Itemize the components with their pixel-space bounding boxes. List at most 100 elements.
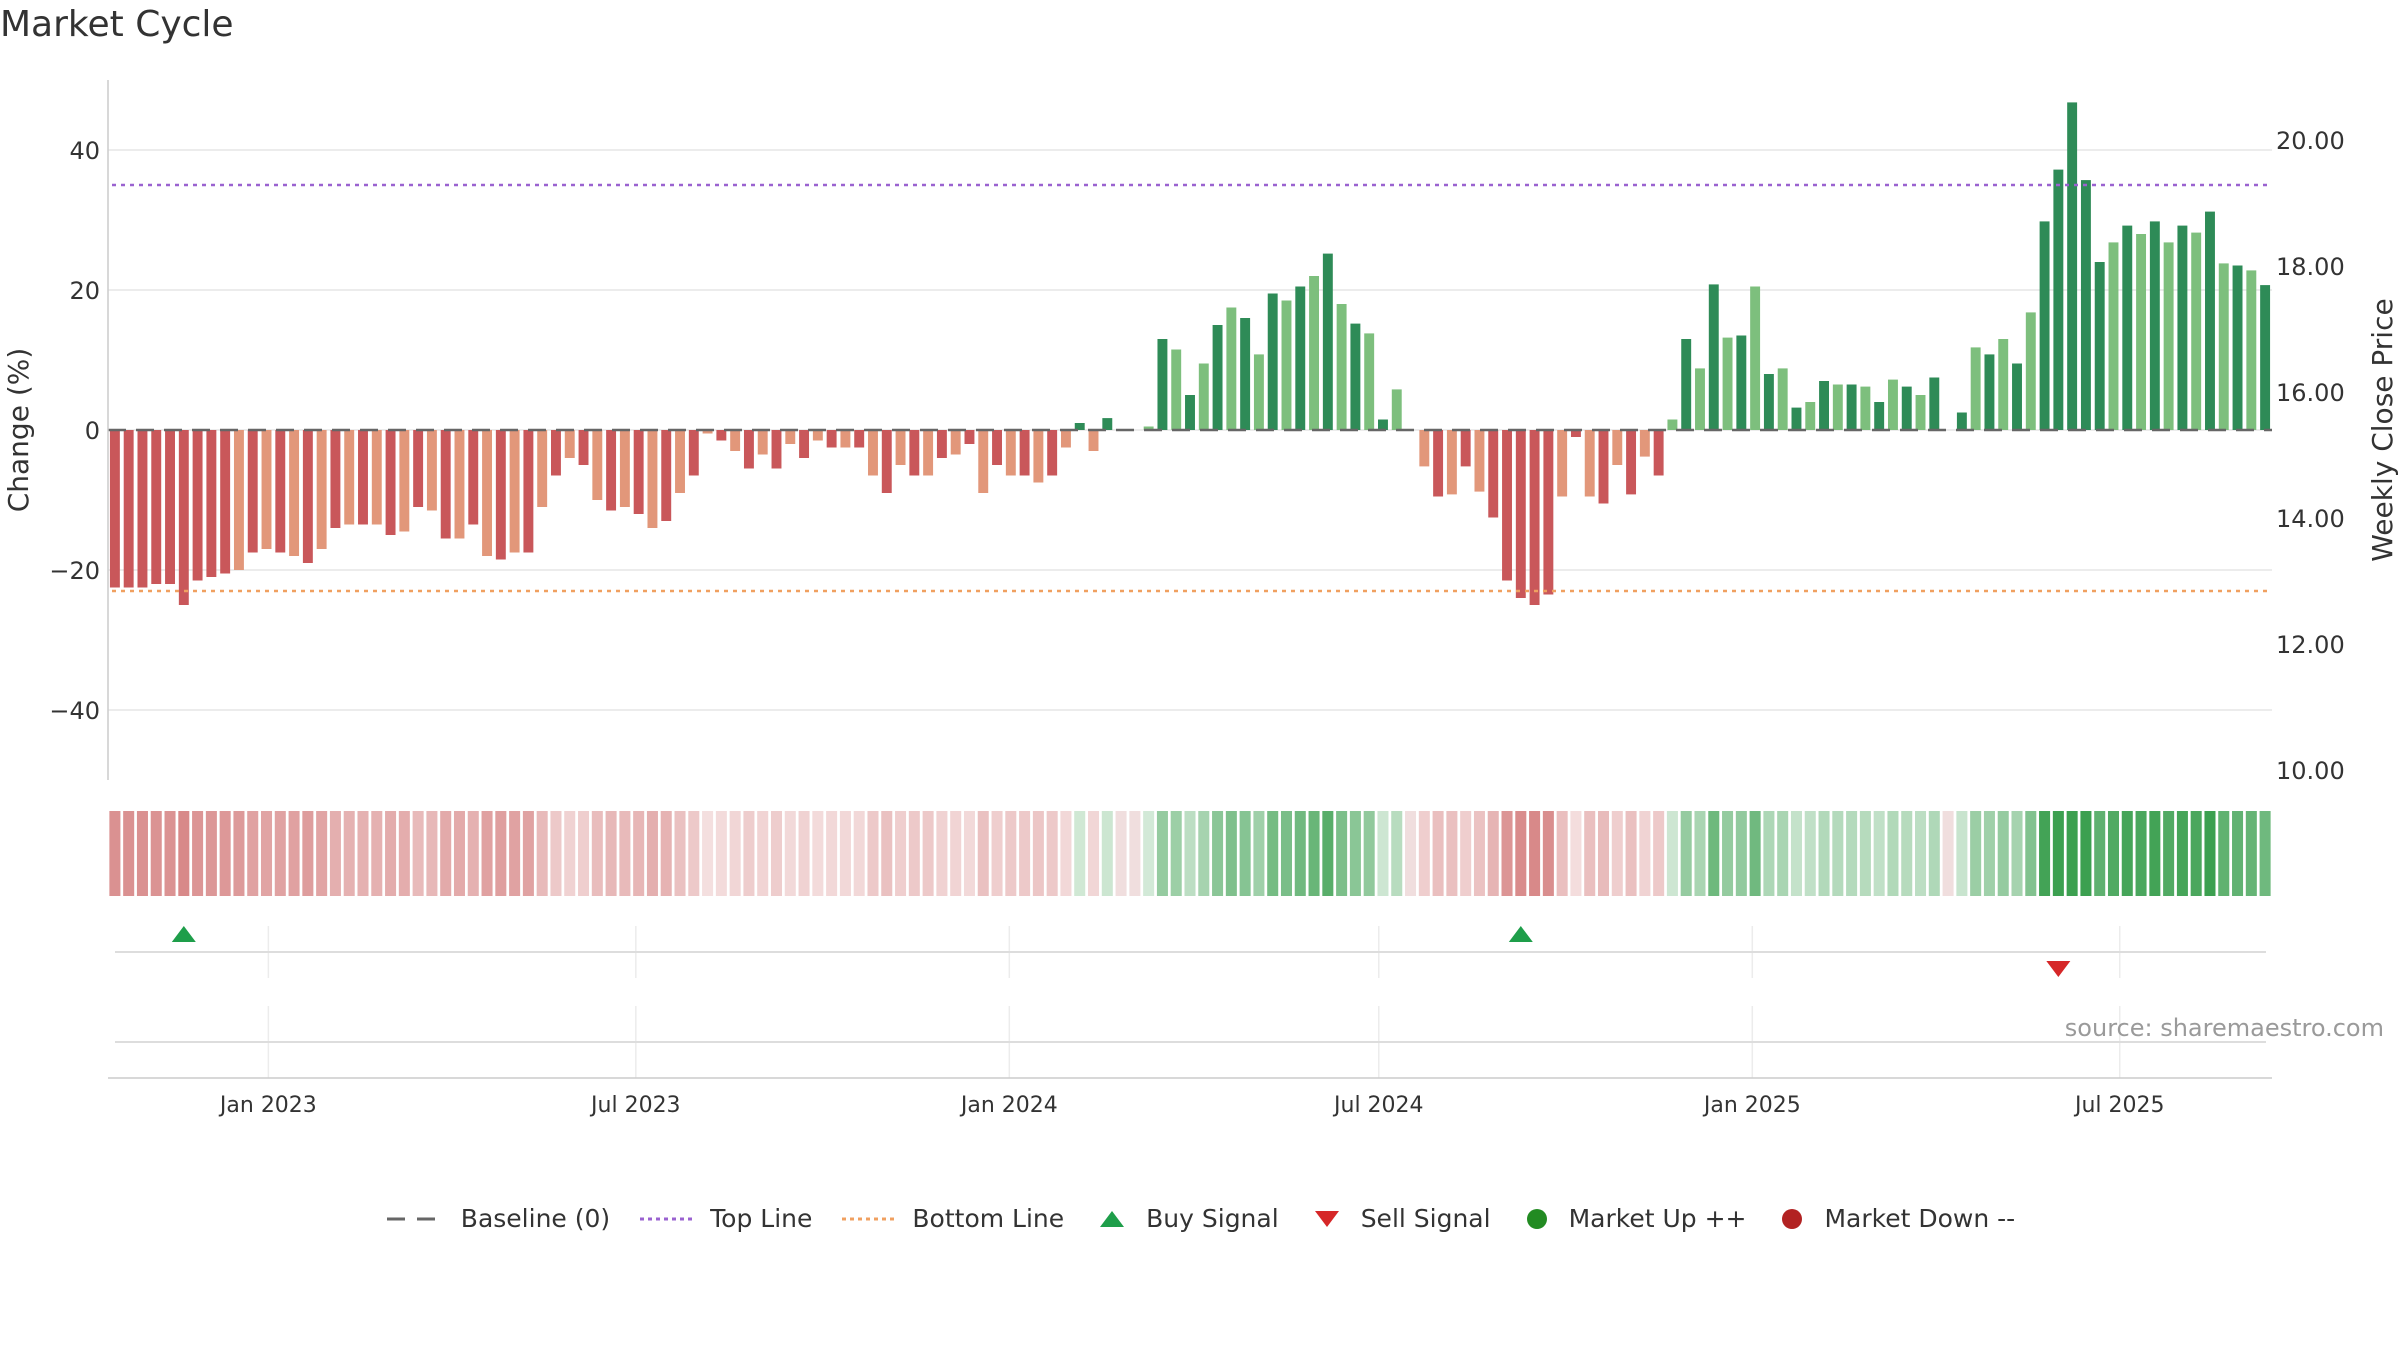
strip-cell	[1749, 811, 1761, 896]
strip-cell	[950, 811, 962, 896]
strip-cell	[881, 811, 893, 896]
strip-cell	[1818, 811, 1830, 896]
strip-cell	[2149, 811, 2161, 896]
bar	[1240, 318, 1251, 430]
strip-cell	[247, 811, 259, 896]
strip-cell	[2204, 811, 2216, 896]
bar	[1460, 430, 1471, 467]
strip-cell	[2218, 811, 2230, 896]
bar	[2163, 242, 2174, 430]
bar	[1474, 430, 1485, 492]
strip-cell	[1653, 811, 1665, 896]
bar	[1887, 379, 1898, 430]
bar	[1915, 395, 1926, 430]
bar	[1970, 347, 1981, 430]
bar	[537, 430, 548, 507]
strip-cell	[1639, 811, 1651, 896]
strip-cell	[578, 811, 590, 896]
strip-cell	[357, 811, 369, 896]
source-credit: source: sharemaestro.com	[2064, 1014, 2384, 1042]
bar	[2205, 211, 2215, 430]
signal-markers	[171, 926, 2071, 977]
bar	[1929, 377, 1940, 430]
strip-cell	[1956, 811, 1968, 896]
strip-cell	[922, 811, 934, 896]
strip-cell	[495, 811, 507, 896]
strip-cell	[646, 811, 658, 896]
bar	[1956, 412, 1967, 430]
strip-cell	[1377, 811, 1389, 896]
axes: 40 20 0 −20 −40 20.00 18.00 16.00 14.00 12.00 10.0…	[2, 80, 2399, 1118]
market-cycle-chart: 40 20 0 −20 −40 20.00 18.00 16.00 14.00 12.00 10.0…	[2, 80, 2399, 1118]
bar	[1378, 419, 1388, 430]
legend-item: Buy Signal	[1092, 1204, 1279, 1233]
legend-label: Bottom Line	[912, 1204, 1065, 1233]
circle-red-icon	[1774, 1207, 1824, 1231]
legend-label: Market Up ++	[1568, 1204, 1747, 1233]
bar	[1102, 418, 1113, 430]
strip-cell	[1253, 811, 1265, 896]
bar	[1805, 402, 1816, 430]
bar	[1212, 325, 1223, 430]
strip-cell	[1735, 811, 1747, 896]
bar	[2039, 221, 2050, 430]
bar	[564, 430, 575, 458]
y-axis-title: Change (%)	[2, 348, 35, 513]
bar	[289, 430, 300, 556]
bar	[1419, 430, 1430, 467]
bar	[771, 430, 782, 469]
bar	[2232, 265, 2243, 430]
strip-cell	[963, 811, 975, 896]
strip-cell	[343, 811, 355, 896]
strip-cell	[371, 811, 383, 896]
strip-cell	[1170, 811, 1182, 896]
strip-cell	[1446, 811, 1458, 896]
bar	[2094, 262, 2105, 430]
strip-cell	[219, 811, 231, 896]
strip-cell	[1625, 811, 1637, 896]
strip-cell	[481, 811, 493, 896]
strip-cell	[895, 811, 907, 896]
y2-tick-label: 10.00	[2276, 757, 2345, 785]
bar	[2012, 363, 2022, 430]
bar	[743, 430, 754, 469]
strip-cell	[1997, 811, 2009, 896]
bar	[1005, 430, 1016, 476]
bar	[358, 430, 368, 525]
y-tick-label: 40	[69, 137, 100, 165]
strip-cell	[1832, 811, 1844, 896]
bar	[1667, 419, 1678, 430]
strip-cell	[1597, 811, 1610, 896]
chart-title: Market Cycle	[0, 4, 234, 45]
strip-cell	[1529, 811, 1541, 896]
strip-cell	[1349, 811, 1361, 896]
strip-cell	[316, 811, 328, 896]
strip-cell	[1790, 811, 1802, 896]
bar	[1557, 430, 1568, 497]
strip-cell	[757, 811, 769, 896]
strip-cell	[2080, 811, 2092, 896]
bar	[1791, 407, 1802, 430]
triangle-up-icon	[1092, 1207, 1146, 1231]
bar	[1033, 430, 1044, 483]
bar	[413, 430, 424, 507]
bar	[826, 430, 837, 448]
strip-cell	[1722, 811, 1734, 896]
bar	[123, 430, 134, 588]
strip-cell	[1198, 811, 1210, 896]
y2-tick-label: 20.00	[2276, 127, 2345, 155]
bar	[716, 430, 727, 441]
bar	[2025, 312, 2036, 430]
bar	[1433, 430, 1444, 497]
strip-cell	[329, 811, 341, 896]
bar	[482, 430, 493, 556]
bar	[868, 430, 878, 476]
x-tick-label: Jan 2023	[218, 1093, 317, 1118]
bar	[1874, 402, 1885, 430]
strip-cell	[2107, 811, 2120, 896]
strip-cell	[536, 811, 548, 896]
bar	[385, 430, 396, 535]
strip-cell	[109, 811, 121, 896]
strip-cell	[2121, 811, 2133, 896]
strip-cell	[1432, 811, 1444, 896]
